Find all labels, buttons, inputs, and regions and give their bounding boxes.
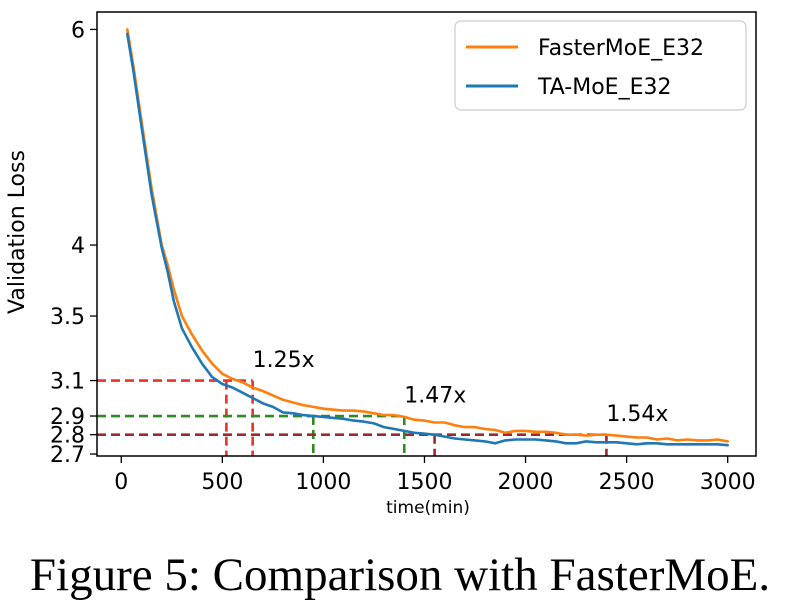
- axis-ticks: 0 500 1000 1500 2000 2500 3000 6 4 3.5 3.1 2.92.82.…: [50, 18, 756, 495]
- x-tick-label-6: 3000: [700, 470, 756, 495]
- figure-caption: Figure 5: Comparison with FasterMoE.: [29, 549, 771, 601]
- x-axis-label: time(min): [386, 498, 470, 518]
- x-tick-label-0: 0: [114, 470, 128, 495]
- x-tick-label-4: 2000: [498, 470, 554, 495]
- speedup-annotation-0: 1.25x: [253, 348, 315, 373]
- speedup-annotation-1: 1.47x: [404, 383, 466, 408]
- x-tick-label-3: 1500: [396, 470, 452, 495]
- series-lines: [126, 28, 730, 447]
- y-tick-label-6: 2.7: [50, 443, 85, 468]
- legend-box: [454, 20, 747, 111]
- y-tick-label-2: 3.5: [50, 305, 85, 330]
- legend: FasterMoE_E32 TA-MoE_E32: [454, 20, 747, 111]
- y-tick-label-5: 2.8: [50, 424, 85, 449]
- legend-label-fastermoe: FasterMoE_E32: [538, 36, 704, 61]
- reference-lines: 1.25x 1.47x 1.54x: [97, 348, 668, 456]
- y-tick-label-3: 3.1: [50, 370, 85, 395]
- y-axis-label: Validation Loss: [5, 150, 30, 314]
- x-tick-label-2: 1000: [295, 470, 351, 495]
- speedup-annotation-2: 1.54x: [606, 402, 668, 427]
- series-line-0: [126, 28, 730, 443]
- series-line-1: [126, 32, 730, 447]
- validation-loss-chart: Validation Loss time(min) 1.25x 1.47x 1.54…: [5, 11, 757, 518]
- y-tick-label-4: 2.9: [50, 405, 85, 430]
- x-tick-label-1: 500: [201, 470, 243, 495]
- plot-frame: [96, 11, 757, 457]
- y-tick-label-0: 6: [71, 18, 85, 43]
- legend-label-ta-moe: TA-MoE_E32: [537, 75, 671, 100]
- y-axis-label-group: Validation Loss: [5, 150, 30, 314]
- y-tick-label-1: 4: [71, 234, 85, 259]
- x-tick-label-5: 2500: [599, 470, 655, 495]
